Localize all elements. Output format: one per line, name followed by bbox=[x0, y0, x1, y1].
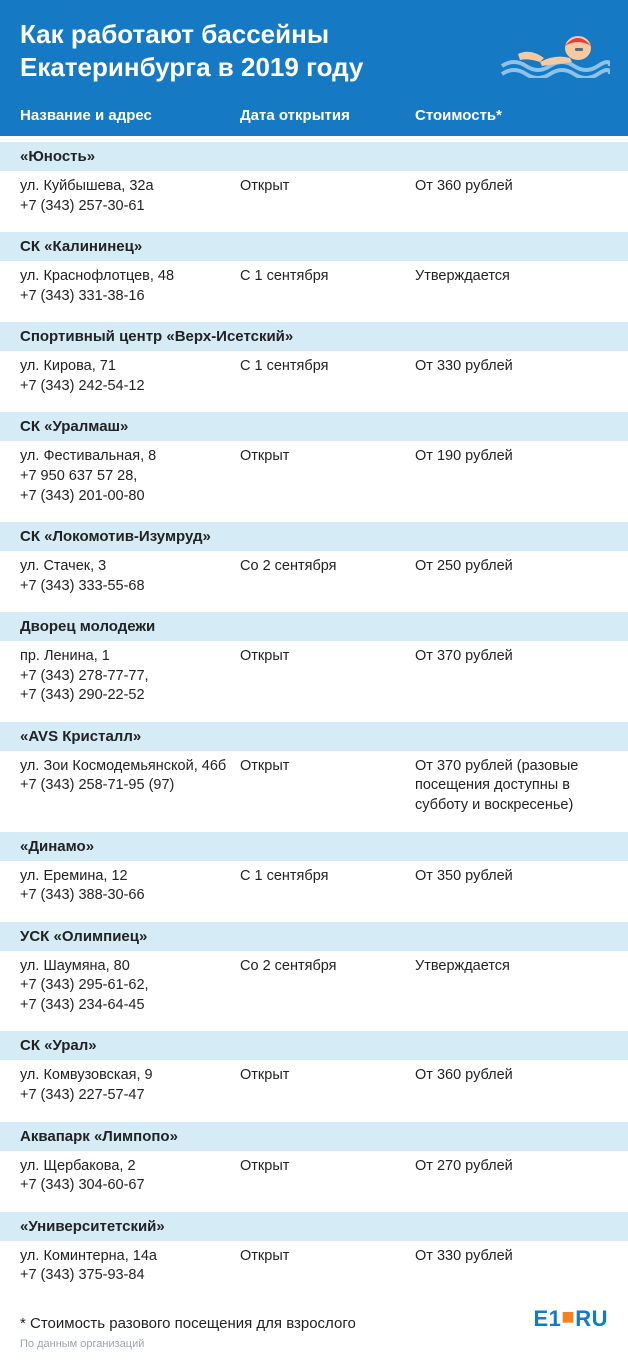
logo-sep: ■ bbox=[561, 1304, 575, 1330]
table-body: «Юность»ул. Куйбышева, 32а +7 (343) 257-… bbox=[0, 136, 628, 1296]
table-row: ул. Краснофлотцев, 48 +7 (343) 331-38-16… bbox=[0, 261, 628, 316]
pool-name: Спортивный центр «Верх-Исетский» bbox=[0, 322, 628, 351]
pool-open-date: С 1 сентября bbox=[240, 267, 415, 287]
pool-price: От 370 рублей (разовые посещения доступн… bbox=[415, 757, 608, 816]
pool-open-date: Открыт bbox=[240, 1157, 415, 1177]
table-row: ул. Куйбышева, 32а +7 (343) 257-30-61Отк… bbox=[0, 171, 628, 226]
pool-name: УСК «Олимпиец» bbox=[0, 922, 628, 951]
pool-price: От 350 рублей bbox=[415, 867, 608, 887]
pool-open-date: Со 2 сентября bbox=[240, 557, 415, 577]
table-row: ул. Коминтерна, 14а +7 (343) 375-93-84От… bbox=[0, 1241, 628, 1296]
table-row: ул. Стачек, 3 +7 (343) 333-55-68Со 2 сен… bbox=[0, 551, 628, 606]
pool-open-date: Открыт bbox=[240, 757, 415, 777]
column-headers: Название и адрес Дата открытия Стоимость… bbox=[0, 99, 628, 136]
pool-address: ул. Стачек, 3 +7 (343) 333-55-68 bbox=[20, 557, 240, 596]
pool-open-date: Со 2 сентября bbox=[240, 957, 415, 977]
pool-name: «Университетский» bbox=[0, 1212, 628, 1241]
table-row: ул. Зои Космодемьянской, 46б +7 (343) 25… bbox=[0, 751, 628, 826]
pool-name: «Динамо» bbox=[0, 832, 628, 861]
col-header-price: Стоимость* bbox=[415, 107, 608, 124]
table-row: ул. Еремина, 12 +7 (343) 388-30-66С 1 се… bbox=[0, 861, 628, 916]
swimmer-icon bbox=[500, 18, 610, 83]
pool-price: От 250 рублей bbox=[415, 557, 608, 577]
pool-name: СК «Калининец» bbox=[0, 232, 628, 261]
pool-open-date: Открыт bbox=[240, 177, 415, 197]
page-title: Как работают бассейны Екатеринбурга в 20… bbox=[20, 18, 460, 83]
pool-price: От 370 рублей bbox=[415, 647, 608, 667]
pool-open-date: Открыт bbox=[240, 447, 415, 467]
pool-address: ул. Еремина, 12 +7 (343) 388-30-66 bbox=[20, 867, 240, 906]
pool-address: ул. Зои Космодемьянской, 46б +7 (343) 25… bbox=[20, 757, 240, 796]
pool-price: Утверждается bbox=[415, 267, 608, 287]
pool-address: ул. Куйбышева, 32а +7 (343) 257-30-61 bbox=[20, 177, 240, 216]
pool-address: ул. Фестивальная, 8 +7 950 637 57 28, +7… bbox=[20, 447, 240, 506]
pool-address: пр. Ленина, 1 +7 (343) 278-77-77, +7 (34… bbox=[20, 647, 240, 706]
col-header-date: Дата открытия bbox=[240, 107, 415, 124]
table-row: ул. Фестивальная, 8 +7 950 637 57 28, +7… bbox=[0, 441, 628, 516]
header: Как работают бассейны Екатеринбурга в 20… bbox=[0, 0, 628, 99]
pool-name: СК «Урал» bbox=[0, 1031, 628, 1060]
pool-name: Дворец молодежи bbox=[0, 612, 628, 641]
pool-name: СК «Локомотив-Изумруд» bbox=[0, 522, 628, 551]
pool-open-date: Открыт bbox=[240, 1066, 415, 1086]
pool-price: От 270 рублей bbox=[415, 1157, 608, 1177]
pool-address: ул. Краснофлотцев, 48 +7 (343) 331-38-16 bbox=[20, 267, 240, 306]
table-row: ул. Щербакова, 2 +7 (343) 304-60-67Откры… bbox=[0, 1151, 628, 1206]
site-logo: Е1■RU bbox=[534, 1306, 609, 1332]
pool-price: От 190 рублей bbox=[415, 447, 608, 467]
pool-name: «AVS Кристалл» bbox=[0, 722, 628, 751]
pool-address: ул. Кирова, 71 +7 (343) 242-54-12 bbox=[20, 357, 240, 396]
pool-price: От 330 рублей bbox=[415, 357, 608, 377]
pool-address: ул. Шаумяна, 80 +7 (343) 295-61-62, +7 (… bbox=[20, 957, 240, 1016]
pool-name: «Юность» bbox=[0, 142, 628, 171]
pool-address: ул. Щербакова, 2 +7 (343) 304-60-67 bbox=[20, 1157, 240, 1196]
pool-price: От 330 рублей bbox=[415, 1247, 608, 1267]
col-header-name: Название и адрес bbox=[20, 107, 240, 124]
table-row: ул. Кирова, 71 +7 (343) 242-54-12С 1 сен… bbox=[0, 351, 628, 406]
pool-price: Утверждается bbox=[415, 957, 608, 977]
logo-part1: Е1 bbox=[534, 1306, 562, 1331]
table-row: ул. Комвузовская, 9 +7 (343) 227-57-47От… bbox=[0, 1060, 628, 1115]
footnote-row: * Стоимость разового посещения для взрос… bbox=[0, 1296, 628, 1336]
pool-name: Аквапарк «Лимпопо» bbox=[0, 1122, 628, 1151]
infographic-container: Как работают бассейны Екатеринбурга в 20… bbox=[0, 0, 628, 1364]
pool-price: От 360 рублей bbox=[415, 177, 608, 197]
source-text: По данным организаций bbox=[0, 1336, 628, 1364]
pool-open-date: С 1 сентября bbox=[240, 867, 415, 887]
footnote-text: * Стоимость разового посещения для взрос… bbox=[20, 1315, 356, 1332]
pool-name: СК «Уралмаш» bbox=[0, 412, 628, 441]
table-row: ул. Шаумяна, 80 +7 (343) 295-61-62, +7 (… bbox=[0, 951, 628, 1026]
pool-price: От 360 рублей bbox=[415, 1066, 608, 1086]
logo-part2: RU bbox=[575, 1306, 608, 1331]
pool-open-date: С 1 сентября bbox=[240, 357, 415, 377]
table-row: пр. Ленина, 1 +7 (343) 278-77-77, +7 (34… bbox=[0, 641, 628, 716]
pool-open-date: Открыт bbox=[240, 647, 415, 667]
pool-open-date: Открыт bbox=[240, 1247, 415, 1267]
pool-address: ул. Комвузовская, 9 +7 (343) 227-57-47 bbox=[20, 1066, 240, 1105]
